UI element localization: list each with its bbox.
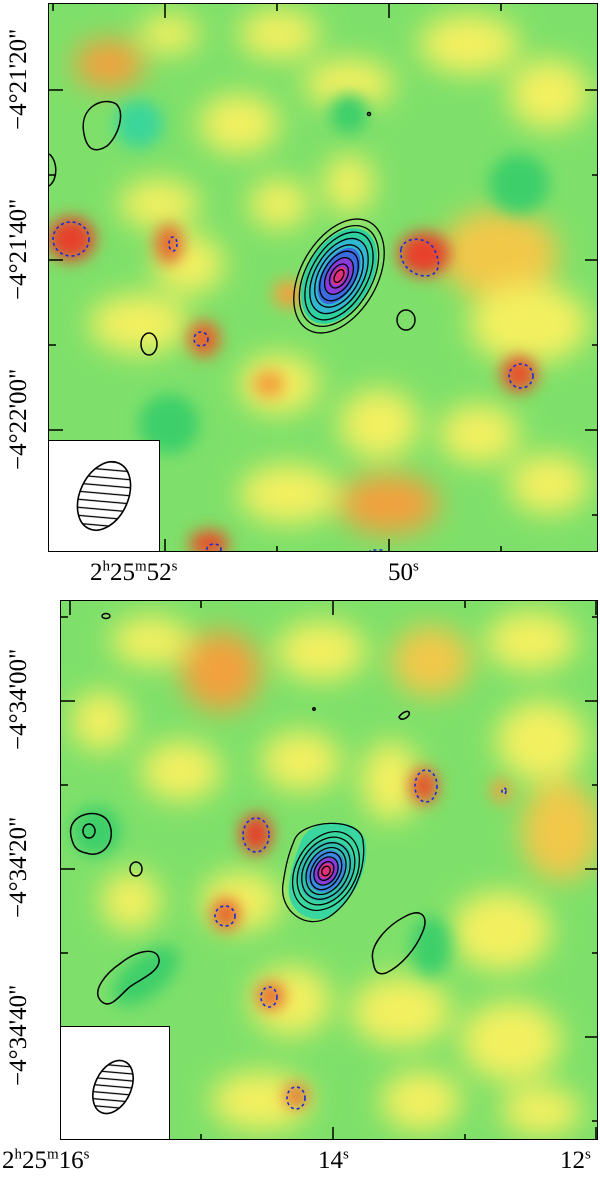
top-map-background-structure [74, 9, 589, 534]
bottom-beam-ellipse [92, 1059, 134, 1115]
top-map-hot-spots [49, 94, 549, 551]
bottom-y-tick-label-2: −4°34'20" [5, 816, 32, 918]
bottom-negative-contours [214, 769, 507, 1110]
bottom-map-panel [60, 600, 598, 1140]
top-beam-inset [49, 440, 160, 551]
top-source [293, 218, 385, 334]
bottom-x-tick-label-1: 2h25m16s [2, 1146, 90, 1174]
top-map-panel [48, 3, 598, 552]
bottom-source [282, 822, 367, 923]
bottom-positive-contours [69, 612, 426, 1005]
top-y-tick-label-2: −4°21'40" [5, 198, 32, 300]
bottom-x-tick-label-2: 14s [318, 1146, 349, 1174]
bottom-beam-inset [61, 1026, 170, 1139]
top-negative-contours [52, 221, 534, 551]
bottom-map-background-structure [71, 611, 597, 1136]
bottom-y-tick-label-3: −4°34'40" [5, 984, 32, 1086]
top-positive-contours [49, 100, 416, 356]
top-y-tick-label-1: −4°21'20" [5, 28, 32, 130]
bottom-y-tick-label-1: −4°34'00" [5, 648, 32, 750]
top-beam-ellipse [76, 461, 132, 531]
top-axis-ticks [49, 4, 597, 551]
bottom-x-tick-label-3: 12s [560, 1146, 591, 1174]
top-x-tick-label-2: 50s [388, 558, 419, 586]
top-y-tick-label-3: −4°22'00" [5, 368, 32, 470]
top-x-tick-label-1: 2h25m52s [90, 558, 178, 586]
